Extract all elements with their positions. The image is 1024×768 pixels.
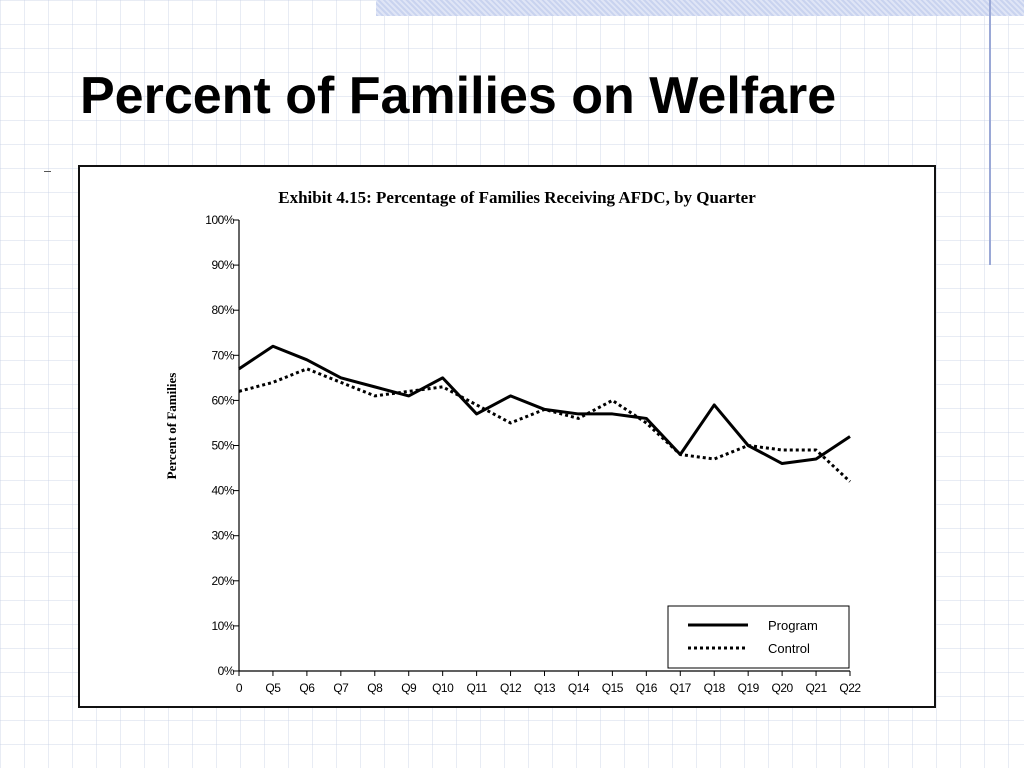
y-tick-label: 100% [205, 213, 235, 227]
y-tick-label: 40% [211, 484, 234, 498]
x-tick-label: Q9 [401, 681, 417, 695]
axes [238, 220, 850, 672]
y-tick-label: 90% [211, 258, 234, 272]
x-tick-label: Q7 [333, 681, 349, 695]
chart-title: Exhibit 4.15: Percentage of Families Rec… [278, 188, 756, 207]
x-tick-label: Q14 [568, 681, 590, 695]
x-tick-label: Q15 [602, 681, 624, 695]
legend: Program Control [667, 605, 850, 669]
y-tick-label: 20% [211, 574, 234, 588]
x-tick-label: Q10 [432, 681, 454, 695]
legend-label-program: Program [768, 618, 818, 633]
y-tick-label: 0% [218, 664, 235, 678]
chart-svg: Exhibit 4.15: Percentage of Families Rec… [164, 188, 862, 695]
legend-label-control: Control [768, 641, 810, 656]
y-tick-label: 50% [211, 439, 234, 453]
x-tick-label: Q12 [500, 681, 522, 695]
dash-mark [44, 171, 51, 172]
series-layer [238, 344, 852, 483]
y-tick-label: 60% [211, 393, 234, 407]
y-tick-label: 70% [211, 348, 234, 362]
y-axis-label: Percent of Families [164, 373, 179, 480]
chart-frame: Exhibit 4.15: Percentage of Families Rec… [78, 165, 936, 708]
series-line-program [238, 344, 851, 466]
side-decorative-line [989, 0, 991, 265]
x-tick-label: Q19 [738, 681, 760, 695]
x-tick-label: 0 [236, 681, 243, 695]
slide-title: Percent of Families on Welfare [80, 67, 837, 125]
y-ticks: 0% 10% 20% 30% 40% 50% 60% 70% 80% 90% 100% [205, 213, 239, 678]
x-tick-label: Q17 [670, 681, 692, 695]
x-tick-label: Q5 [265, 681, 281, 695]
y-tick-label: 10% [211, 619, 234, 633]
x-tick-label: Q16 [636, 681, 658, 695]
series-line-control [238, 367, 852, 483]
y-tick-label: 80% [211, 303, 234, 317]
x-tick-label: Q13 [534, 681, 556, 695]
x-tick-label: Q22 [839, 681, 861, 695]
x-tick-label: Q6 [299, 681, 315, 695]
x-tick-label: Q20 [772, 681, 794, 695]
x-tick-label: Q8 [367, 681, 383, 695]
x-ticks: 0 Q5 Q6 Q7 Q8 Q9 Q10 Q11 Q12 Q13 Q14 Q15 Q16 Q17 Q18 Q1… [236, 671, 862, 695]
x-tick-label: Q21 [805, 681, 827, 695]
x-tick-label: Q18 [704, 681, 726, 695]
legend-box [667, 605, 850, 669]
y-tick-label: 30% [211, 529, 234, 543]
x-tick-label: Q11 [466, 681, 487, 695]
top-decorative-band [376, 0, 1024, 16]
